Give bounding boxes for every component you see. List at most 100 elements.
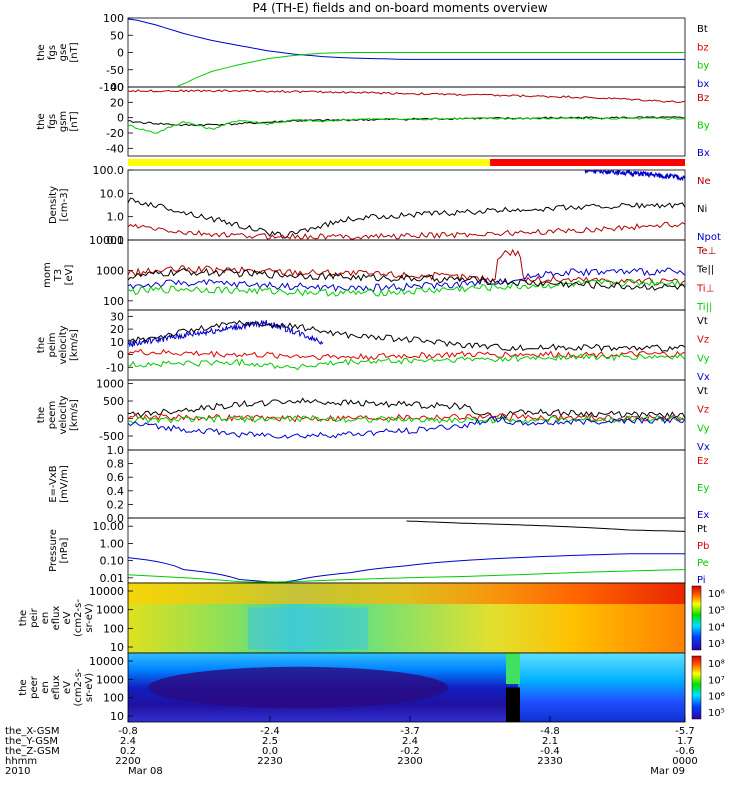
legend-entry-Vz: Vz bbox=[697, 335, 709, 346]
y-tick-label: 1000 bbox=[96, 673, 124, 686]
legend-entry-Pb: Pb bbox=[697, 541, 709, 552]
y-tick-label: 10 bbox=[110, 641, 124, 654]
colorbar bbox=[691, 585, 702, 651]
y-tick-label: 10.0 bbox=[100, 187, 125, 200]
footer-value: -4.8 bbox=[540, 726, 560, 737]
colorbar-tick-label: 10⁶ bbox=[708, 692, 725, 703]
series-Pt bbox=[406, 520, 686, 532]
y-axis-label: E=-VxB bbox=[48, 465, 59, 502]
y-tick-label: 10000 bbox=[89, 585, 124, 598]
footer-value: 0.2 bbox=[120, 746, 136, 757]
y-tick-label: -40 bbox=[106, 142, 124, 155]
y-tick-label: 0 bbox=[117, 47, 124, 60]
footer-value: 2200 bbox=[115, 756, 140, 767]
y-axis-label: mom bbox=[42, 262, 53, 288]
y-tick-label: 0 bbox=[117, 112, 124, 125]
y-axis-label: peem bbox=[47, 401, 58, 429]
series-By bbox=[127, 116, 686, 134]
y-tick-label: 0.10 bbox=[100, 555, 125, 568]
footer-value: Mar 09 bbox=[650, 766, 685, 777]
y-tick-label: 100 bbox=[103, 295, 124, 308]
y-axis-label: [cm-3] bbox=[59, 188, 70, 221]
y-tick-label: 1000 bbox=[96, 604, 124, 617]
panel-frame bbox=[127, 309, 686, 381]
legend-entry-Vx: Vx bbox=[697, 372, 710, 383]
y-tick-label: -50 bbox=[106, 64, 124, 77]
legend-entry-Ey: Ey bbox=[697, 483, 709, 494]
colorbar-tick-label: 10⁵ bbox=[708, 708, 725, 719]
spectrogram-band bbox=[148, 666, 448, 709]
colorbar-tick-label: 10⁸ bbox=[708, 659, 725, 670]
footer-value: 2.5 bbox=[262, 736, 278, 747]
y-tick-label: 10000 bbox=[89, 234, 124, 247]
y-axis-label: gsm bbox=[58, 111, 69, 132]
y-axis-label: gse bbox=[58, 44, 69, 62]
y-axis-label: Pressure bbox=[48, 529, 59, 572]
y-axis-label: fgs bbox=[47, 114, 58, 129]
y-axis-label: peim bbox=[47, 332, 58, 357]
footer-value: -0.2 bbox=[400, 746, 420, 757]
footer-value: 1.7 bbox=[677, 736, 693, 747]
legend-entry-Vy: Vy bbox=[697, 423, 710, 434]
legend-entry-Vz: Vz bbox=[697, 405, 709, 416]
y-tick-label: 0.8 bbox=[107, 458, 125, 471]
y-axis-label: peir bbox=[29, 607, 40, 627]
series-Npot bbox=[584, 169, 686, 181]
legend-entry-By: By bbox=[697, 121, 710, 132]
series-bx bbox=[127, 18, 685, 60]
footer-value: 2.4 bbox=[402, 736, 418, 747]
legend-entry-Ex: Ex bbox=[697, 510, 709, 521]
footer-value: -0.4 bbox=[540, 746, 560, 757]
footer-value: Mar 08 bbox=[128, 766, 163, 777]
footer-value: 2.4 bbox=[120, 736, 136, 747]
series-Ne bbox=[127, 221, 686, 240]
y-axis-label: sr-eV) bbox=[84, 603, 95, 632]
panel-frame bbox=[127, 169, 686, 241]
legend-entry-Te⊥: Te⊥ bbox=[696, 246, 716, 257]
y-tick-label: 0 bbox=[117, 349, 124, 362]
panel-efield: 1.00.80.60.40.20.0 E=-VxB [mV/m] Ez Ey Ex bbox=[48, 444, 709, 525]
footer-value: -0.8 bbox=[118, 726, 138, 737]
y-tick-label: 0.2 bbox=[107, 498, 125, 511]
footer-row-label: 2010 bbox=[5, 766, 30, 777]
y-axis-label: eV bbox=[62, 611, 73, 624]
footer-value: -0.6 bbox=[675, 746, 695, 757]
y-axis-label: velocity bbox=[58, 395, 69, 434]
colorbar-tick-label: 10³ bbox=[708, 639, 725, 650]
colorbar-tick-label: 10⁶ bbox=[708, 589, 725, 600]
y-tick-label: 1.0 bbox=[107, 211, 125, 224]
legend-entry-Ez: Ez bbox=[697, 456, 709, 467]
series-Ti|| bbox=[127, 267, 686, 293]
y-tick-label: 10000 bbox=[89, 655, 124, 668]
y-tick-label: 100 bbox=[103, 622, 124, 635]
y-axis-label: the bbox=[36, 407, 47, 423]
y-tick-label: 1.0 bbox=[107, 444, 125, 457]
legend-entry-Ti⊥: Ti⊥ bbox=[696, 283, 714, 294]
y-axis-label: the bbox=[36, 337, 47, 353]
y-axis-label: sr-eV) bbox=[84, 673, 95, 702]
y-tick-label: 0.1 bbox=[107, 234, 125, 247]
y-axis-label: [km/s] bbox=[69, 329, 80, 361]
y-axis-label: eV bbox=[62, 681, 73, 694]
legend-entry-Te||: Te|| bbox=[696, 265, 714, 276]
y-tick-label: 20 bbox=[110, 96, 124, 109]
colorbar-tick-label: 10⁵ bbox=[708, 606, 725, 617]
y-axis-label: eflux bbox=[51, 606, 62, 631]
series-Ni bbox=[127, 197, 686, 239]
legend-entry-Ti||: Ti|| bbox=[696, 302, 712, 313]
chart-title: P4 (TH-E) fields and on-board moments ov… bbox=[252, 1, 547, 15]
y-axis-label: velocity bbox=[58, 325, 69, 364]
series-Bx bbox=[127, 116, 686, 127]
colorbar-tick-label: 10⁷ bbox=[708, 675, 725, 686]
y-axis-label: the bbox=[18, 610, 29, 626]
footer-value: 2300 bbox=[397, 756, 422, 767]
y-tick-label: -500 bbox=[99, 430, 124, 443]
y-axis-label: [eV] bbox=[64, 265, 75, 286]
series-by bbox=[177, 52, 685, 87]
y-axis-label: the bbox=[18, 679, 29, 695]
y-tick-label: 0.6 bbox=[107, 471, 125, 484]
y-tick-label: 1000 bbox=[96, 264, 124, 277]
y-tick-label: 10 bbox=[110, 336, 124, 349]
y-tick-label: 0 bbox=[117, 413, 124, 426]
